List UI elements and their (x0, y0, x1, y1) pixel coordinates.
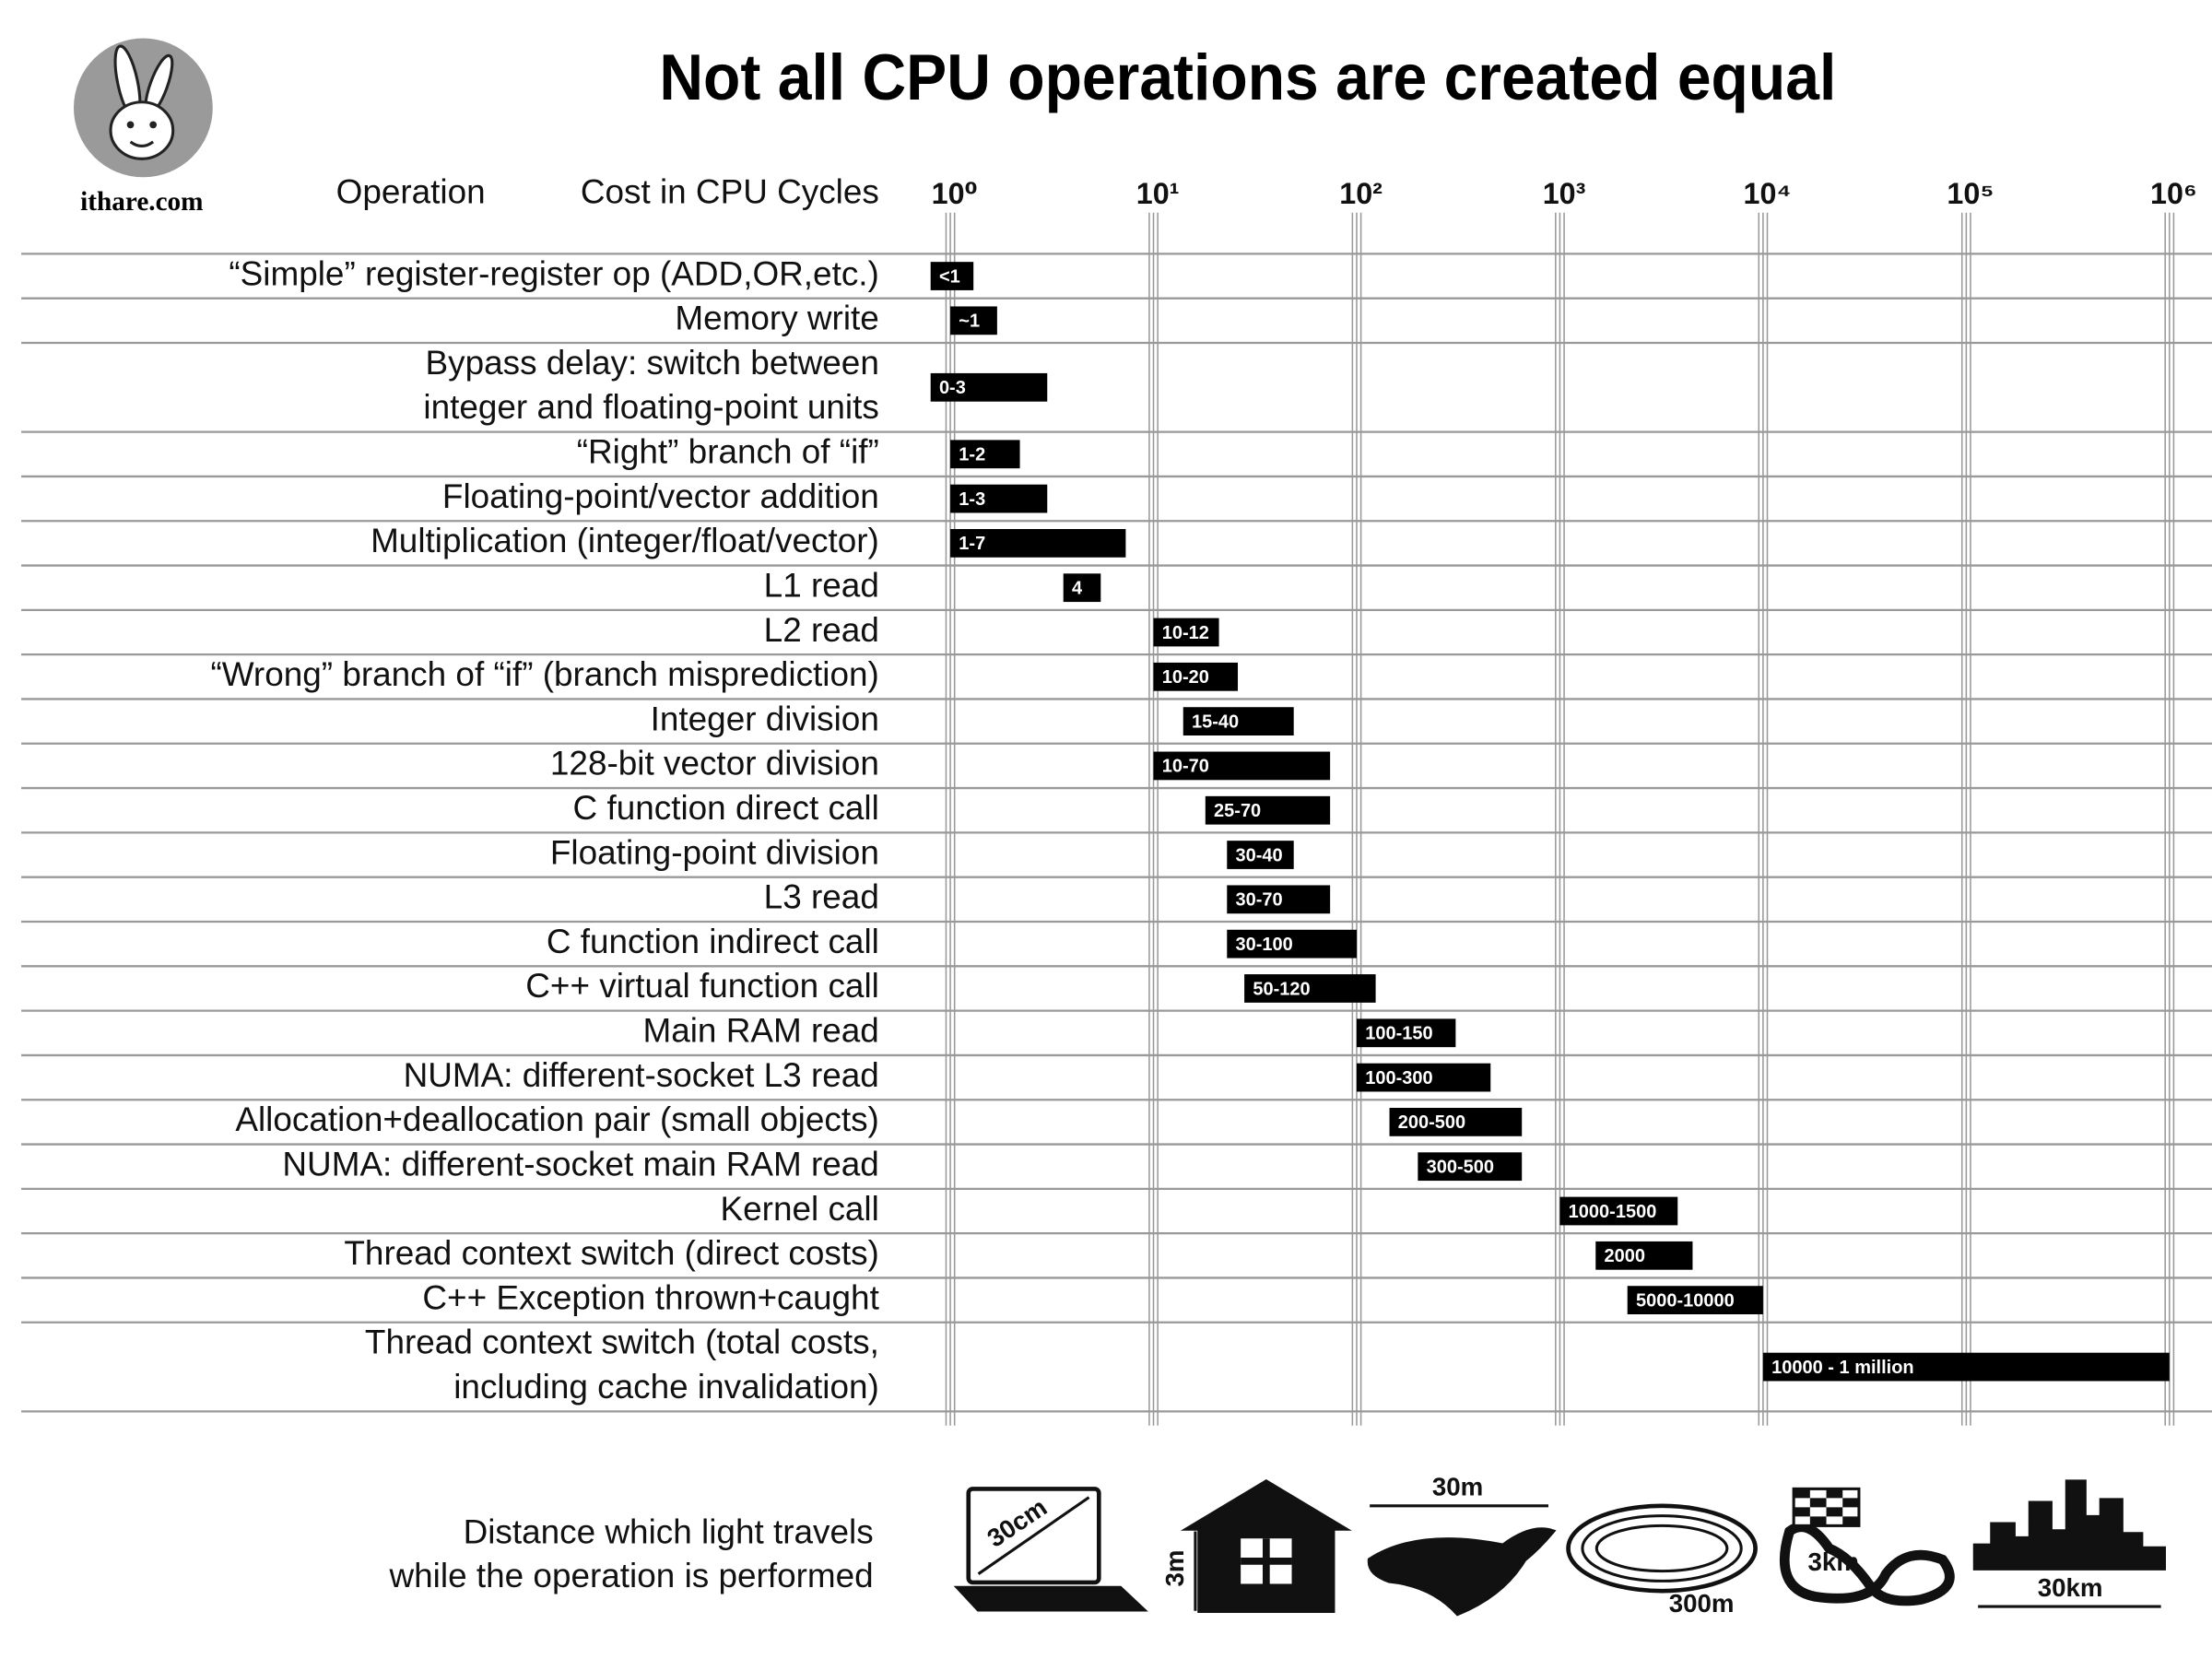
bar-label: 1-2 (959, 445, 985, 465)
light-caption: while the operation is performed (389, 1557, 874, 1594)
x-tick-label: 10³ (1543, 177, 1586, 210)
bar (1595, 1241, 1693, 1270)
category-label: Floating-point division (550, 833, 879, 871)
bar (1227, 885, 1331, 914)
logo (74, 38, 213, 178)
x-tick-label: 10¹ (1136, 177, 1180, 210)
bar (950, 306, 997, 335)
bar-label: 10-70 (1162, 757, 1209, 777)
category-label: NUMA: different-socket L3 read (404, 1056, 879, 1094)
bar-label: 5000-10000 (1636, 1290, 1735, 1311)
distance-label: 300m (1669, 1589, 1735, 1618)
category-label: Bypass delay: switch between (426, 344, 879, 382)
bar (1356, 1018, 1456, 1048)
bar (950, 440, 1020, 469)
bar (1153, 662, 1239, 691)
category-label: C function direct call (573, 789, 879, 827)
bar-label: 30-100 (1236, 935, 1293, 955)
bar (950, 484, 1048, 513)
category-label: “Wrong” branch of “if” (branch mispredic… (210, 655, 878, 693)
category-label: Thread context switch (total costs, (365, 1324, 879, 1361)
category-label: Memory write (675, 300, 878, 337)
x-tick-label: 10⁴ (1744, 177, 1792, 210)
category-label: integer and floating-point units (423, 388, 878, 426)
bar-label: 4 (1072, 579, 1083, 599)
bar-label: 50-120 (1253, 979, 1310, 999)
bar (930, 372, 1048, 402)
x-tick-label: 10⁵ (1947, 177, 1994, 210)
header-left: Operation (336, 173, 486, 211)
category-label: C++ virtual function call (525, 967, 879, 1005)
bar-label: 100-300 (1365, 1068, 1432, 1088)
category-label: Thread context switch (direct costs) (344, 1234, 878, 1272)
chart-title: Not all CPU operations are created equal (659, 41, 1836, 113)
bar (1418, 1152, 1523, 1182)
category-label: “Right” branch of “if” (577, 433, 879, 471)
x-tick-label: 10² (1339, 177, 1382, 210)
bar (1227, 929, 1357, 959)
category-label: Floating-point/vector addition (442, 477, 879, 515)
category-label: L3 read (764, 878, 879, 916)
category-label: Allocation+deallocation pair (small obje… (235, 1100, 878, 1138)
bar-label: 1-3 (959, 489, 985, 510)
bar-label: 30-40 (1236, 845, 1283, 865)
category-label: Integer division (651, 700, 879, 737)
category-label: Multiplication (integer/float/vector) (371, 522, 879, 559)
bar (950, 529, 1126, 558)
bar-label: 200-500 (1398, 1112, 1465, 1133)
bar (1182, 707, 1294, 735)
x-tick-label: 10⁶ (2150, 177, 2197, 210)
distance-label: 3km (1808, 1547, 1859, 1576)
distance-icons (953, 1479, 2166, 1617)
bar (1153, 751, 1331, 781)
distance-label: 30km (2038, 1573, 2103, 1602)
bar (930, 262, 974, 290)
bar-label: 15-40 (1192, 712, 1239, 732)
bar (1153, 618, 1219, 647)
distance-label: 30m (1432, 1473, 1483, 1501)
bar-label: <1 (939, 266, 960, 287)
bar-label: 1000-1500 (1569, 1202, 1657, 1222)
bar (1762, 1352, 2170, 1382)
bar-label: 2000 (1604, 1246, 1645, 1266)
bar (1205, 795, 1331, 825)
site: ithare.com (80, 187, 203, 217)
x-tick-label: 10⁰ (932, 177, 978, 210)
category-label: Main RAM read (642, 1012, 878, 1050)
bar-label: 10-12 (1162, 623, 1209, 643)
bar (1356, 1063, 1491, 1092)
bar-label: 100-150 (1365, 1024, 1432, 1044)
distance-label: 3m (1160, 1550, 1189, 1587)
category-label: 128-bit vector division (550, 745, 879, 782)
bar (1559, 1196, 1678, 1226)
bar-label: 0-3 (939, 378, 966, 398)
category-label: Kernel call (721, 1190, 879, 1228)
bar-label: 30-70 (1236, 890, 1283, 911)
bar (1063, 573, 1101, 603)
bar (1227, 841, 1294, 869)
category-label: C++ Exception thrown+caught (422, 1278, 878, 1316)
bar-label: ~1 (959, 312, 980, 332)
category-label: “Simple” register-register op (ADD,OR,et… (229, 254, 878, 292)
bar-label: 10000 - 1 million (1771, 1358, 1914, 1378)
bar-label: 25-70 (1214, 801, 1261, 821)
bar-label: 300-500 (1427, 1158, 1494, 1178)
category-label: L2 read (764, 611, 879, 649)
bar-label: 10-20 (1162, 667, 1209, 688)
category-label: including cache invalidation) (453, 1368, 879, 1406)
category-label: C function indirect call (547, 923, 879, 960)
bar (1389, 1108, 1523, 1136)
bar (1627, 1286, 1763, 1314)
bar-label: 1-7 (959, 534, 985, 554)
distance-label: 30cm (982, 1492, 1052, 1552)
bar (1244, 974, 1376, 1003)
header-right: Cost in CPU Cycles (581, 173, 879, 211)
category-label: NUMA: different-socket main RAM read (282, 1145, 878, 1182)
light-caption: Distance which light travels (464, 1512, 874, 1550)
category-label: L1 read (764, 566, 879, 604)
